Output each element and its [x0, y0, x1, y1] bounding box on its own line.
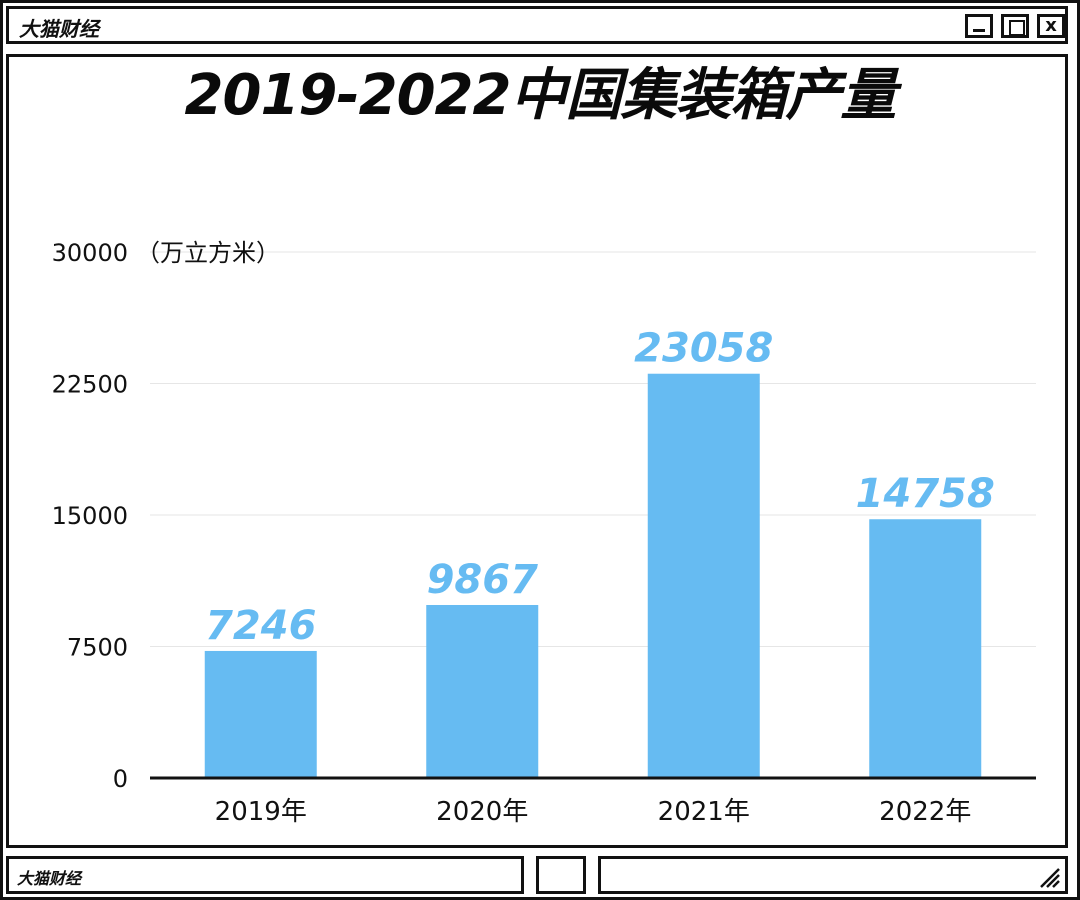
x-tick-label: 2019年 — [215, 797, 307, 827]
status-bar-middle — [536, 856, 586, 894]
status-bar-right — [598, 856, 1068, 894]
y-tick-label: 0 — [113, 765, 128, 793]
bar — [869, 519, 981, 778]
status-bar-left: 大猫财经 — [6, 856, 524, 894]
x-tick-label: 2021年 — [658, 797, 750, 827]
x-tick-label: 2022年 — [879, 797, 971, 827]
bar-value-label: 7246 — [205, 603, 316, 649]
y-tick-label: 7500 — [67, 634, 128, 662]
resize-grip-icon[interactable] — [1035, 863, 1061, 889]
bar-value-label: 14758 — [856, 471, 995, 517]
y-axis-unit-label: （万立方米） — [136, 239, 280, 267]
bar-value-label: 23058 — [634, 326, 773, 372]
x-tick-label: 2020年 — [436, 797, 528, 827]
y-tick-label: 15000 — [52, 502, 128, 530]
bar — [648, 374, 760, 778]
bar — [426, 605, 538, 778]
bar-value-label: 9867 — [427, 557, 538, 603]
y-tick-label: 30000 — [52, 239, 128, 267]
footer-app-name: 大猫财经 — [17, 865, 81, 889]
bar — [205, 651, 317, 778]
y-tick-label: 22500 — [52, 371, 128, 399]
